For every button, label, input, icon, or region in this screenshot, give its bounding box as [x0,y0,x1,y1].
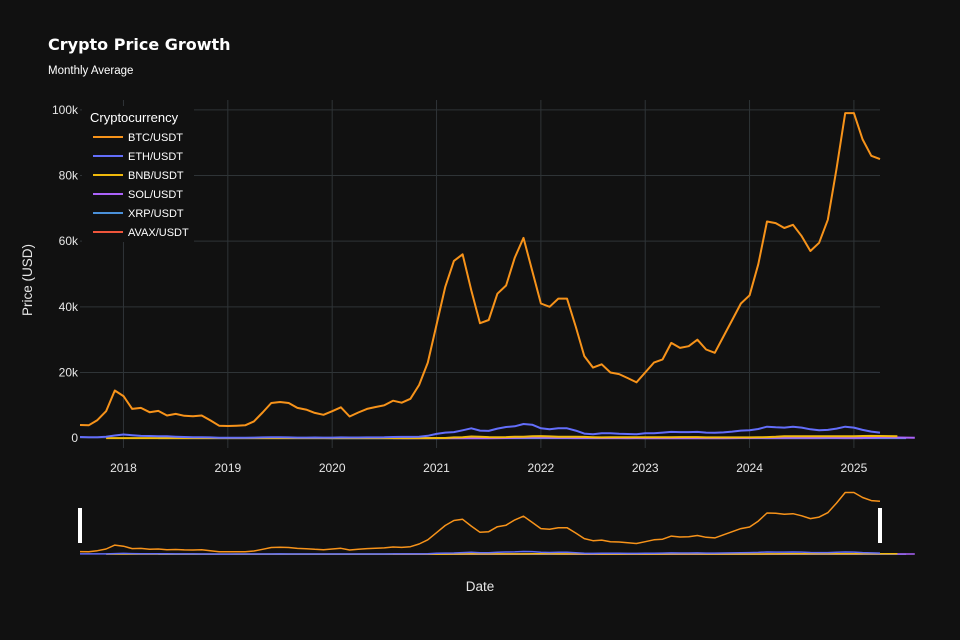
x-tick-label: 2018 [110,461,137,475]
range-slider-handle-left[interactable] [78,508,82,543]
y-tick-label: 40k [59,300,79,314]
legend-title: Cryptocurrency [90,110,179,125]
x-axis-label: Date [466,579,495,594]
y-axis-label: Price (USD) [20,244,35,316]
legend-item[interactable]: SOL/USDT [93,189,183,201]
legend-item[interactable]: BTC/USDT [93,132,183,144]
x-tick-label: 2020 [319,461,346,475]
x-axis-ticks: 2018 2019 2020 2021 2022 2023 2024 2025 [110,461,867,475]
y-tick-label: 80k [59,169,79,183]
legend: Cryptocurrency BTC/USDT ETH/USDT BNB/USDT S… [82,106,194,242]
y-tick-label: 20k [59,365,79,379]
x-tick-label: 2023 [632,461,659,475]
y-axis-ticks: 0 20k 40k 60k 80k 100k [52,103,79,445]
y-tick-label: 60k [59,234,79,248]
legend-item[interactable]: BNB/USDT [93,170,184,182]
legend-item[interactable]: ETH/USDT [93,151,183,163]
range-slider-handle-right[interactable] [878,508,882,543]
x-tick-label: 2022 [528,461,555,475]
x-tick-label: 2024 [736,461,763,475]
plot-area [79,112,915,440]
legend-label: ETH/USDT [128,151,183,163]
x-tick-label: 2019 [214,461,241,475]
slider-line-btc-usdt [79,491,881,553]
y-tick-label: 100k [52,103,79,117]
slider-line-eth-usdt [80,550,881,555]
legend-items: BTC/USDT ETH/USDT BNB/USDT SOL/USDT XRP/USDT… [93,132,189,239]
x-tick-label: 2021 [423,461,450,475]
y-tick-label: 0 [71,431,78,445]
grid-lines [80,100,880,448]
legend-item[interactable]: XRP/USDT [93,208,184,220]
legend-label: AVAX/USDT [128,227,189,239]
range-slider-preview [79,491,915,555]
legend-item[interactable]: AVAX/USDT [93,227,189,239]
x-tick-label: 2025 [841,461,868,475]
chart-subtitle: Monthly Average [48,65,133,77]
series-line-eth-usdt [79,423,881,439]
series-line-btc-usdt [79,112,881,427]
range-slider[interactable] [78,491,915,559]
legend-label: BTC/USDT [128,132,183,144]
legend-label: XRP/USDT [128,208,184,220]
legend-label: BNB/USDT [128,170,184,182]
chart-title: Crypto Price Growth [48,35,231,54]
legend-label: SOL/USDT [128,189,183,201]
